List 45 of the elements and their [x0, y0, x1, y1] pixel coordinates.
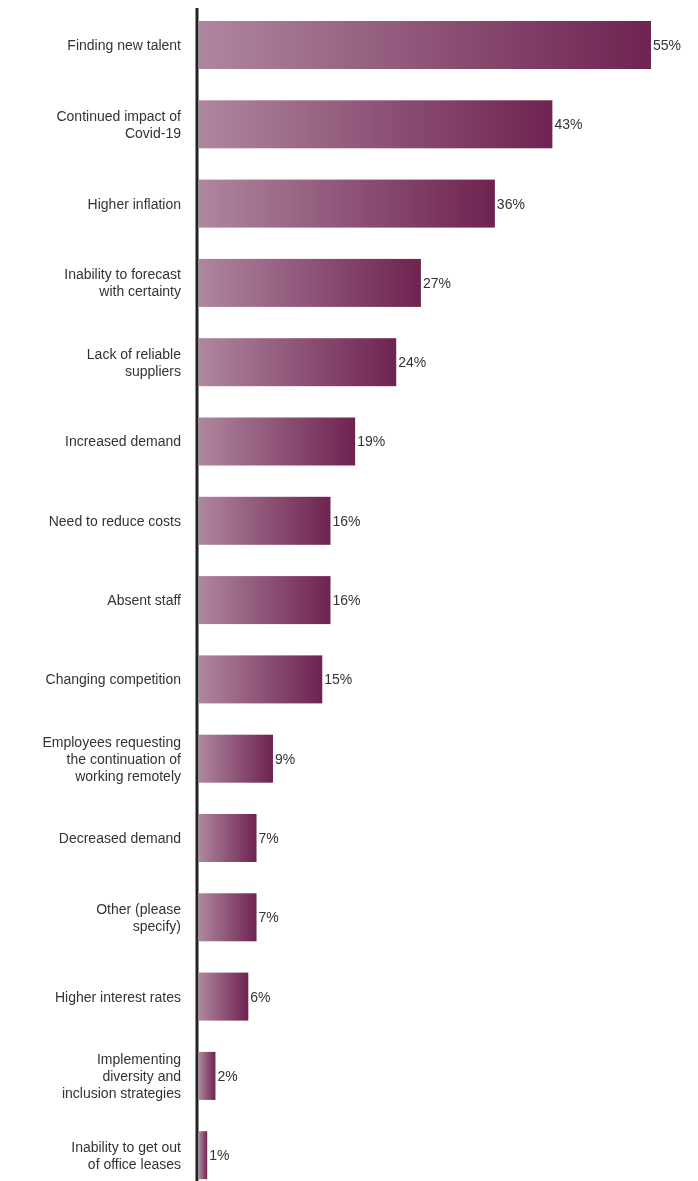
y-tick-label: Higher interest rates [54, 988, 181, 1005]
bar [199, 100, 553, 149]
y-tick-label: Employees requesting the continuation of working remotely [42, 733, 182, 784]
y-tick-label: Increased demand [65, 433, 181, 450]
y-tick-label: Lack of reliable suppliers [86, 345, 182, 379]
y-tick-label: Inability to get out of office leases [71, 1138, 182, 1172]
y-tick-label: Finding new talent [67, 36, 182, 53]
y-tick-label: Decreased demand [58, 829, 181, 846]
y-tick-label: Absent staff [107, 592, 182, 608]
y-tick-label: Changing competition [45, 671, 181, 688]
data-label: 24% [398, 354, 427, 371]
bar [199, 1051, 216, 1100]
bar [199, 972, 249, 1021]
y-tick-label: Higher inflation [87, 195, 181, 212]
data-label: 55% [653, 36, 682, 53]
bar [199, 655, 323, 704]
y-tick-label: Inability to forecast with certainty [64, 266, 182, 300]
bar [199, 417, 356, 466]
data-label: 1% [209, 1147, 230, 1164]
bar [199, 496, 331, 545]
y-tick-label: Continued impact of Covid-19 [56, 107, 182, 141]
bar [199, 21, 651, 69]
data-label: 36% [496, 195, 525, 212]
bar [199, 576, 331, 625]
y-tick-label: Other (please specify) [96, 900, 182, 934]
data-label: 7% [258, 829, 279, 846]
bar [199, 893, 257, 942]
data-label: 15% [324, 671, 353, 688]
data-label: 43% [554, 116, 583, 133]
bar [199, 734, 273, 783]
data-label: 6% [250, 988, 271, 1005]
bar [199, 258, 421, 307]
data-label: 27% [422, 274, 451, 291]
y-tick-label: Implementing diversity and inclusion strategies [61, 1050, 181, 1101]
data-label: 16% [332, 592, 361, 608]
data-label: 9% [274, 750, 296, 767]
y-tick-label: Need to reduce costs [48, 512, 181, 529]
bar [199, 814, 257, 862]
data-label: 19% [357, 433, 386, 450]
bar [199, 1131, 208, 1180]
bar [199, 338, 397, 387]
data-label: 7% [258, 909, 279, 926]
data-label: 16% [332, 512, 361, 529]
bar [199, 179, 495, 228]
data-label: 2% [217, 1067, 238, 1084]
